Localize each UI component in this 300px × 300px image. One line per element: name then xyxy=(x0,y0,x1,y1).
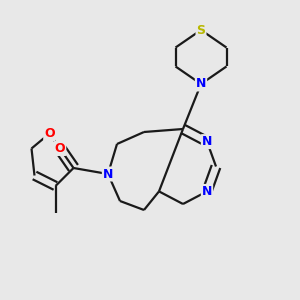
Text: O: O xyxy=(55,142,65,155)
Text: N: N xyxy=(196,77,206,91)
Text: N: N xyxy=(202,185,212,198)
Text: O: O xyxy=(44,127,55,140)
Text: N: N xyxy=(103,167,113,181)
Text: S: S xyxy=(196,23,206,37)
Text: N: N xyxy=(202,135,212,148)
